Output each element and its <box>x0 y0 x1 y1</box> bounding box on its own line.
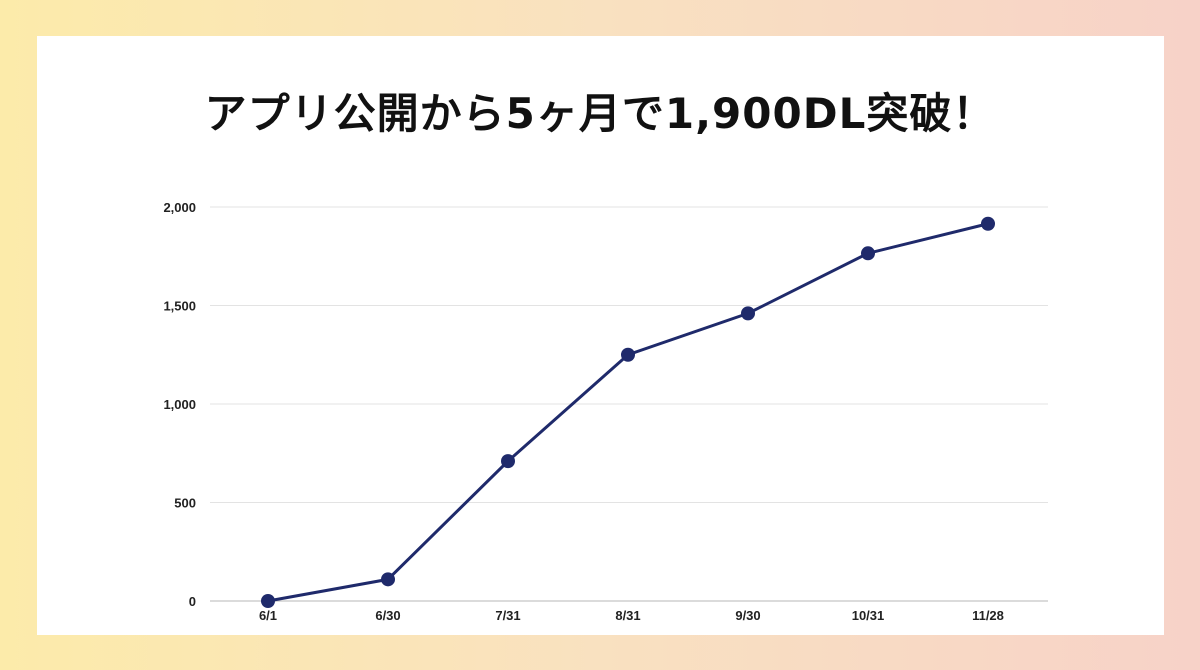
x-tick-label: 9/30 <box>735 608 760 623</box>
y-tick-label: 500 <box>174 496 196 511</box>
x-tick-label: 8/31 <box>615 608 640 623</box>
data-point <box>981 216 995 231</box>
y-tick-label: 2,000 <box>163 200 196 215</box>
data-point <box>621 347 635 362</box>
data-point <box>381 572 395 587</box>
chart-title: アプリ公開から5ヶ月で1,900DL突破！ <box>204 89 996 138</box>
y-tick-label: 1,000 <box>163 397 196 412</box>
y-tick-label: 0 <box>189 594 196 609</box>
data-point <box>861 246 875 261</box>
chart-card <box>37 36 1164 635</box>
y-tick-label: 1,500 <box>163 299 196 314</box>
data-point <box>501 454 515 469</box>
x-tick-label: 6/1 <box>259 608 277 623</box>
data-point <box>261 594 275 608</box>
x-tick-label: 7/31 <box>495 608 520 623</box>
x-tick-label: 10/31 <box>852 608 885 623</box>
x-tick-label: 11/28 <box>972 608 1004 623</box>
x-tick-label: 6/30 <box>375 608 400 623</box>
series-line <box>267 222 989 603</box>
data-point <box>741 306 755 321</box>
